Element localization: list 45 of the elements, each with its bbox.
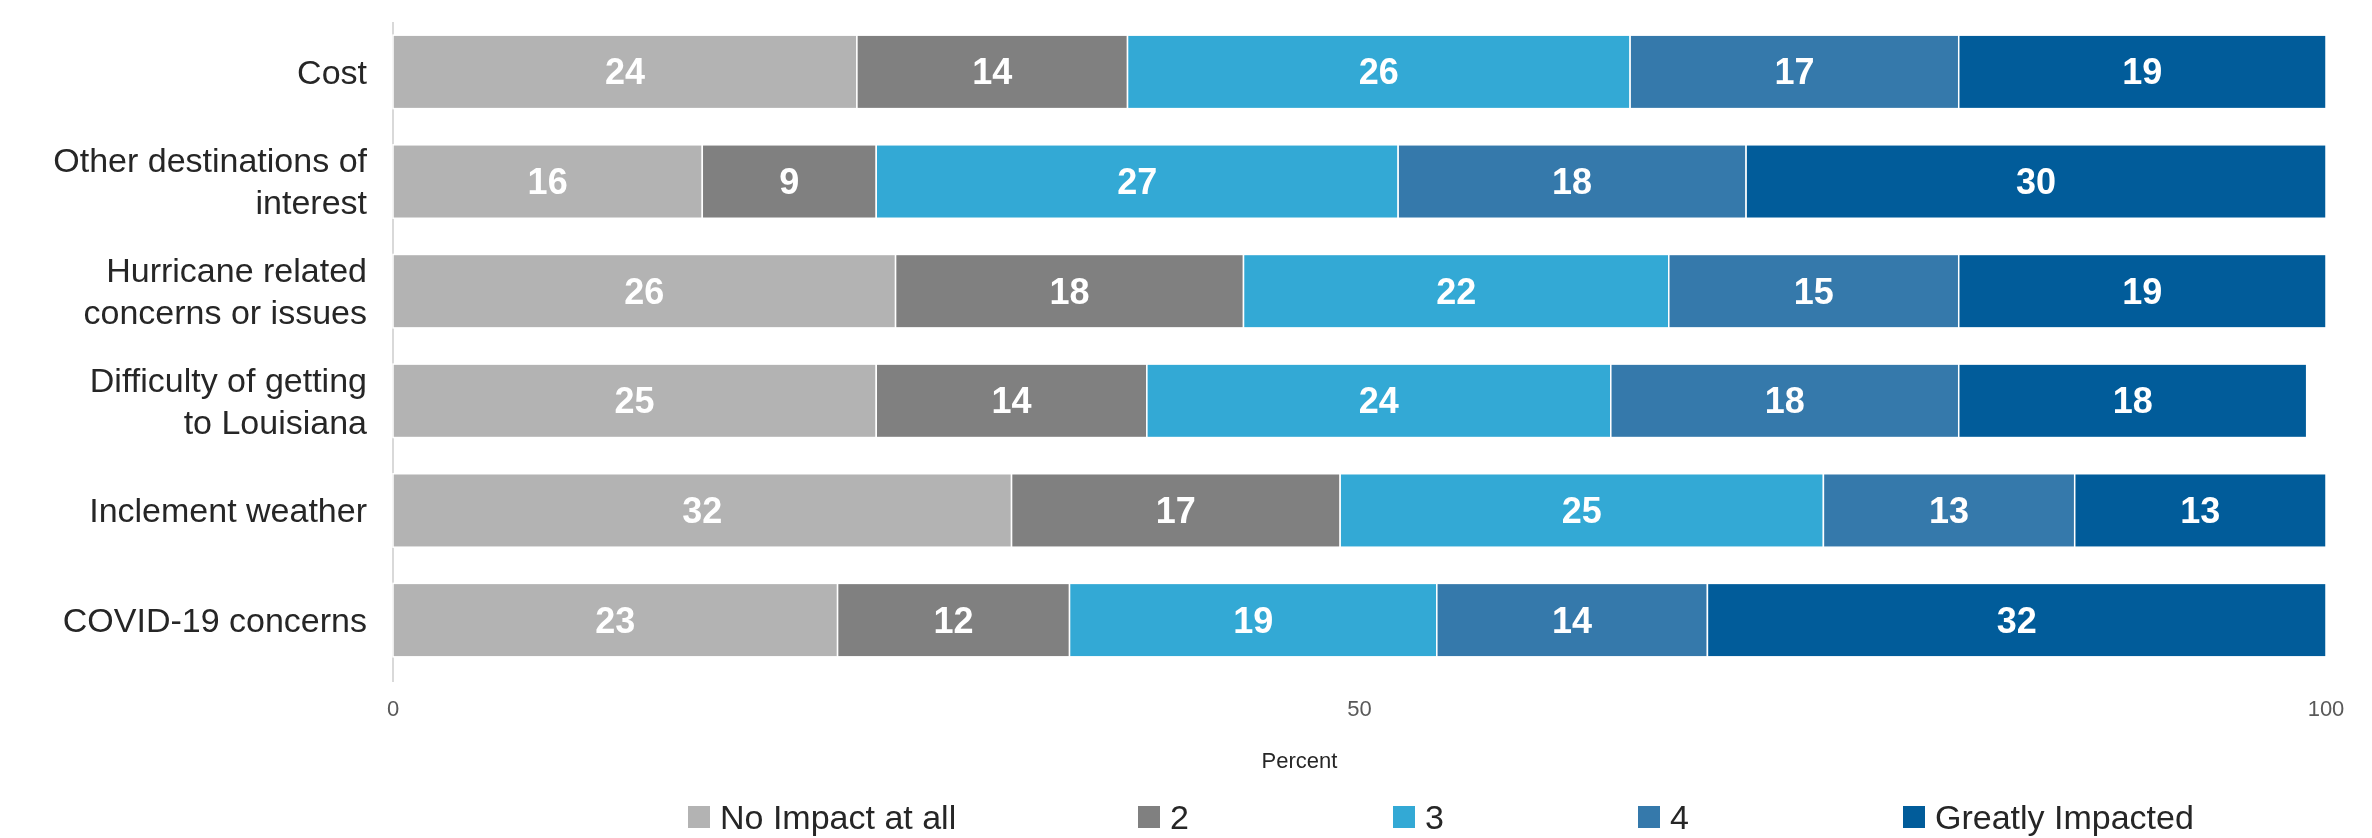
data-label: 14: [972, 51, 1013, 93]
data-label: 26: [624, 270, 665, 312]
data-label: 27: [1117, 161, 1158, 203]
data-label: 14: [1552, 599, 1593, 641]
data-label: 24: [1358, 380, 1399, 422]
data-label: 16: [527, 161, 568, 203]
data-label: 22: [1436, 270, 1477, 312]
data-label: 9: [779, 161, 800, 203]
data-label: 26: [1358, 51, 1399, 93]
data-label: 18: [1552, 161, 1593, 203]
data-label: 18: [1049, 270, 1090, 312]
y-tick-label: Difficulty of getting to Louisiana: [89, 360, 368, 441]
y-tick-label: Inclement weather: [89, 491, 367, 530]
data-label: 15: [1793, 270, 1834, 312]
data-label: 13: [1929, 490, 1970, 532]
data-label: 18: [1764, 380, 1805, 422]
data-label: 19: [2122, 270, 2163, 312]
legend-label: 4: [1670, 797, 1689, 836]
data-label: 17: [1155, 490, 1196, 532]
x-tick-label: 0: [386, 696, 400, 721]
data-label: 30: [2016, 161, 2057, 203]
data-label: 19: [2122, 51, 2163, 93]
data-label: 32: [1996, 599, 2037, 641]
data-label: 24: [604, 51, 645, 93]
data-label: 14: [991, 380, 1032, 422]
legend-label: No Impact at all: [720, 797, 957, 836]
legend-label: 2: [1170, 797, 1189, 836]
data-label: 25: [1561, 490, 1602, 532]
x-tick-label: 100: [2307, 696, 2345, 721]
y-tick-label: Hurricane related concerns or issues: [83, 251, 367, 332]
data-label: 12: [933, 599, 974, 641]
data-label: 13: [2180, 490, 2221, 532]
x-tick-label: 50: [1347, 696, 1372, 721]
x-axis-title: Percent: [1261, 748, 1338, 773]
legend-label: Greatly Impacted: [1935, 797, 2194, 836]
legend-label: 3: [1425, 797, 1444, 836]
data-label: 18: [2112, 380, 2153, 422]
y-tick-label: Cost: [297, 52, 368, 91]
data-label: 23: [595, 599, 636, 641]
data-label: 25: [614, 380, 655, 422]
y-tick-label: COVID-19 concerns: [62, 601, 367, 640]
data-label: 32: [682, 490, 723, 532]
data-label: 19: [1233, 599, 1274, 641]
y-tick-label: Other destinations of interest: [53, 141, 368, 222]
data-label: 17: [1774, 51, 1815, 93]
